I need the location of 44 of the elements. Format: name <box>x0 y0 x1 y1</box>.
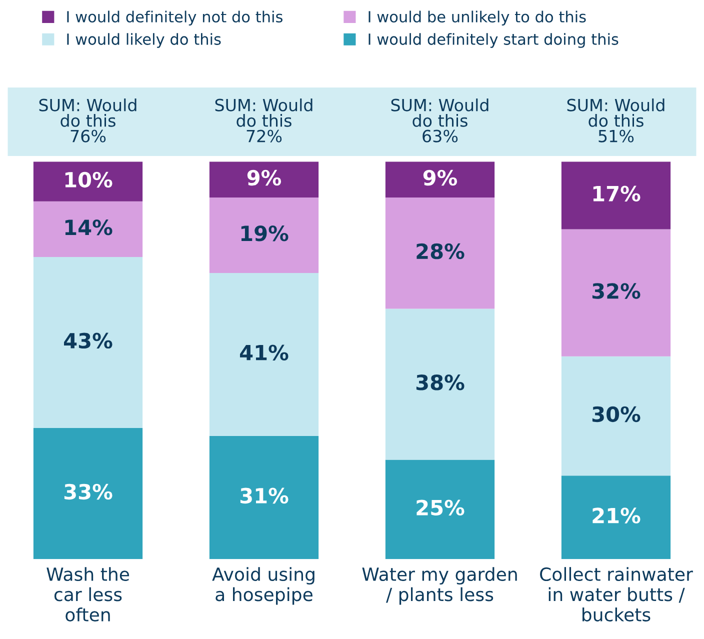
bar <box>385 162 495 198</box>
text: SUM: Would do this 72% <box>215 98 312 142</box>
bar <box>209 162 319 198</box>
bar <box>209 436 319 560</box>
text: SUM: Would do this 51% <box>567 98 664 142</box>
bar <box>209 272 319 436</box>
x-tick-label: Collect rainwater in water butts / buckets <box>540 567 693 622</box>
legend-label: I would be unlikely to do this <box>368 10 586 26</box>
data-label: 19% <box>241 225 288 242</box>
data-label: 33% <box>64 484 112 500</box>
bar <box>385 460 495 560</box>
legend-label: I would likely do this <box>67 33 221 48</box>
data-label: 10% <box>65 172 112 188</box>
text: SUM: Would do this 76% <box>39 98 136 142</box>
bar <box>561 476 671 560</box>
data-label: 41% <box>240 344 288 360</box>
data-label: 28% <box>416 243 464 260</box>
bar <box>561 356 671 476</box>
bar <box>561 229 671 356</box>
bar <box>385 308 495 460</box>
legend-label: I would definitely not do this <box>67 10 282 26</box>
data-label: 9% <box>423 170 458 186</box>
data-label: 31% <box>240 488 288 504</box>
data-label: 21% <box>592 508 640 524</box>
text: SUM: Would do this 63% <box>391 98 488 142</box>
x-tick-label: Wash the car less often <box>46 567 130 622</box>
bar <box>209 197 319 273</box>
x-tick-label: Avoid using a hosepipe <box>212 567 314 605</box>
bar <box>385 197 495 309</box>
data-label: 30% <box>592 406 640 422</box>
data-label: 9% <box>247 170 282 186</box>
legend-label: I would definitely start doing this <box>368 33 618 48</box>
bar <box>561 162 671 230</box>
data-label: 32% <box>592 283 640 299</box>
data-label: 14% <box>65 220 112 236</box>
bar <box>33 428 143 560</box>
bar <box>33 162 143 202</box>
bar <box>33 257 143 428</box>
data-label: 25% <box>416 500 464 516</box>
x-tick-label: Water my garden / plants less <box>362 567 517 605</box>
bar <box>33 201 143 258</box>
data-label: 17% <box>593 186 640 202</box>
data-label: 43% <box>64 332 112 349</box>
data-label: 38% <box>416 374 464 390</box>
